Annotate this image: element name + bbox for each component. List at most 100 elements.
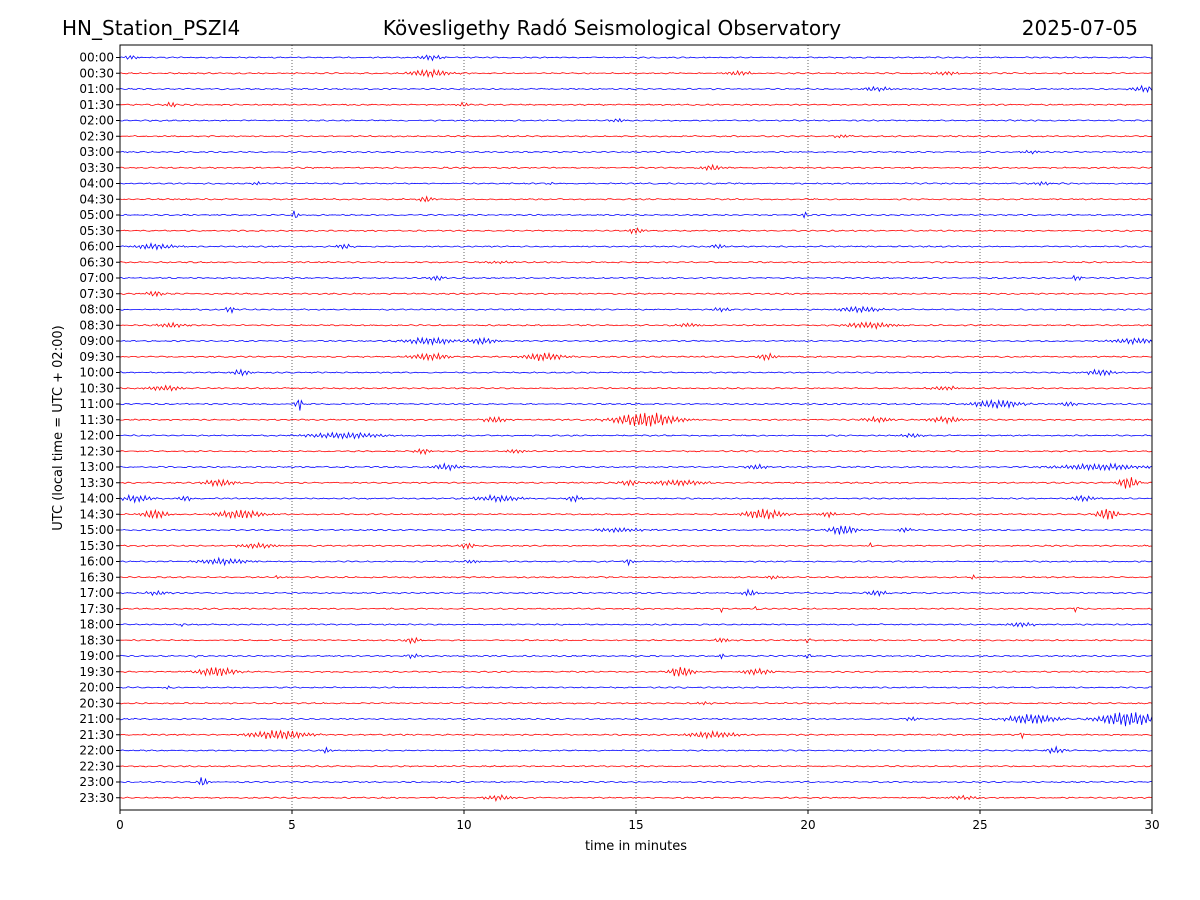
trace-1830: [119, 636, 1153, 645]
trace-1500: [120, 525, 1153, 536]
y-tick-label: 15:00: [79, 523, 114, 537]
trace-1200: [119, 431, 1152, 440]
trace-0500: [119, 210, 1153, 219]
y-tick-label: 01:00: [79, 82, 114, 96]
y-tick-label: 00:00: [79, 51, 114, 65]
x-tick-label: 30: [1144, 818, 1159, 832]
x-tick-label: 10: [456, 818, 471, 832]
y-tick-label: 12:30: [79, 444, 114, 458]
y-tick-label: 15:30: [79, 539, 114, 553]
y-tick-label: 01:30: [79, 98, 114, 112]
y-tick-label: 09:30: [79, 350, 114, 364]
y-tick-label: 14:00: [79, 492, 114, 506]
trace-0200: [119, 117, 1153, 123]
y-tick-label: 06:00: [79, 240, 114, 254]
trace-0900: [119, 336, 1153, 346]
gridlines: [291, 45, 981, 810]
trace-1100: [119, 398, 1153, 411]
trace-2230: [119, 765, 1152, 768]
trace-1630: [119, 574, 1153, 580]
x-ticks: 0 5 10 15 20 25 30: [116, 810, 1160, 832]
trace-0800: [119, 305, 1153, 314]
x-axis-label: time in minutes: [585, 839, 687, 854]
x-tick-label: 15: [628, 818, 643, 832]
station-title: HN_Station_PSZI4: [62, 16, 240, 40]
trace-1230: [119, 447, 1153, 456]
trace-0030: [119, 68, 1153, 79]
y-tick-label: 12:00: [79, 429, 114, 443]
trace-0730: [119, 290, 1153, 298]
trace-1700: [119, 588, 1153, 597]
y-tick-label: 13:30: [79, 476, 114, 490]
trace-1930: [119, 666, 1152, 677]
trace-0930: [119, 351, 1153, 362]
trace-1600: [119, 556, 1153, 567]
trace-1900: [119, 653, 1153, 660]
trace-0600: [119, 242, 1153, 251]
y-tick-label: 16:30: [79, 570, 114, 584]
y-tick-label: 23:30: [79, 791, 114, 805]
trace-0130: [119, 101, 1153, 108]
x-tick-label: 20: [800, 818, 815, 832]
y-tick-label: 02:00: [79, 114, 114, 128]
y-tick-label: 04:00: [79, 177, 114, 191]
y-tick-label: 03:30: [79, 161, 114, 175]
y-tick-label: 17:00: [79, 586, 114, 600]
y-tick-label: 05:30: [79, 224, 114, 238]
trace-0430: [119, 195, 1153, 203]
trace-2030: [119, 701, 1153, 706]
x-tick-label: 25: [972, 818, 987, 832]
y-tick-label: 19:30: [79, 665, 114, 679]
trace-0230: [119, 134, 1153, 139]
trace-0300: [119, 149, 1153, 155]
trace-1800: [119, 621, 1153, 628]
y-tick-label: 22:30: [79, 759, 114, 773]
trace-0530: [119, 227, 1153, 235]
y-tick-label: 08:30: [79, 318, 114, 332]
y-tick-label: 23:00: [79, 775, 114, 789]
y-tick-label: 20:00: [79, 681, 114, 695]
y-tick-label: 14:30: [79, 507, 114, 521]
y-tick-label: 08:00: [79, 303, 114, 317]
trace-0700: [119, 274, 1152, 282]
trace-2200: [119, 745, 1153, 755]
trace-0830: [119, 321, 1153, 331]
y-tick-label: 13:00: [79, 460, 114, 474]
y-tick-label: 21:00: [79, 712, 114, 726]
x-tick-label: 5: [288, 818, 296, 832]
y-tick-label: 00:30: [79, 66, 114, 80]
trace-2000: [119, 685, 1153, 690]
y-tick-label: 10:30: [79, 381, 114, 395]
y-tick-label: 07:00: [79, 271, 114, 285]
x-tick-label: 0: [116, 818, 124, 832]
y-tick-label: 18:30: [79, 633, 114, 647]
trace-0400: [119, 180, 1152, 187]
trace-0100: [119, 84, 1153, 94]
y-tick-label: 09:00: [79, 334, 114, 348]
y-tick-label: 03:00: [79, 145, 114, 159]
y-tick-label: 19:00: [79, 649, 114, 663]
observatory-title: Kövesligethy Radó Seismological Observat…: [383, 16, 841, 40]
y-tick-label: 10:00: [79, 366, 114, 380]
seismic-traces: [119, 54, 1153, 803]
trace-1000: [119, 368, 1153, 377]
trace-1130: [119, 412, 1153, 427]
trace-0000: [119, 54, 1153, 62]
y-tick-label: 07:30: [79, 287, 114, 301]
y-axis-label: UTC (local time = UTC + 02:00): [51, 325, 66, 530]
trace-1530: [119, 541, 1153, 550]
y-tick-label: 11:00: [79, 397, 114, 411]
plot-frame: [119, 44, 1153, 811]
y-tick-label: 17:30: [79, 602, 114, 616]
trace-2330: [120, 793, 1153, 803]
trace-2300: [119, 777, 1153, 786]
y-tick-label: 02:30: [79, 129, 114, 143]
trace-1030: [119, 384, 1153, 392]
trace-1430: [119, 508, 1153, 520]
trace-1730: [119, 605, 1153, 614]
y-tick-label: 04:30: [79, 192, 114, 206]
trace-2100: [120, 712, 1153, 727]
